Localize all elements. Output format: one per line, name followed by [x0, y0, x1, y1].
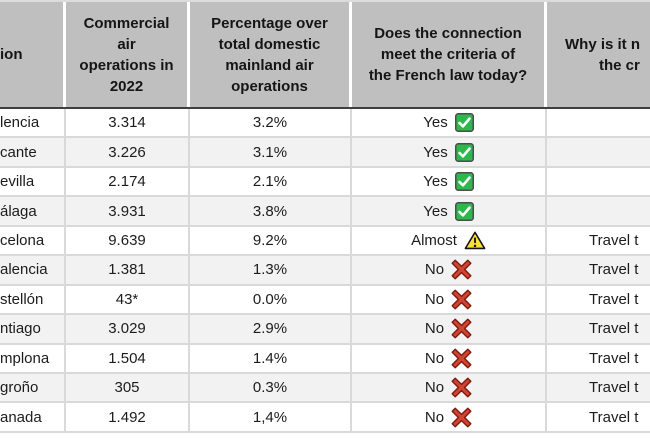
warning-icon	[464, 231, 486, 250]
cell-connection: ntiago	[0, 315, 66, 343]
cell-criteria: No	[352, 256, 547, 284]
header-operations: Commercial air operations in 2022	[66, 2, 190, 107]
cell-why: Travel t	[589, 408, 639, 426]
cell-operations: 43*	[66, 285, 190, 314]
cell-why	[547, 138, 650, 165]
table-body: lencia 3.314 3.2% Yes cante 3.226 3.1% Yes evill…	[0, 109, 650, 433]
cell-why	[547, 197, 650, 224]
criteria-label: No	[424, 290, 445, 308]
criteria-label: Yes	[423, 173, 448, 191]
cell-connection: alencia	[0, 256, 66, 284]
table-row: ntiago 3.029 2.9% No Travel t	[0, 315, 650, 345]
criteria-label: No	[424, 379, 445, 397]
cell-criteria: Yes	[352, 167, 547, 196]
table-row: lencia 3.314 3.2% Yes	[0, 109, 650, 139]
check-icon	[454, 172, 474, 192]
cross-icon	[451, 318, 472, 339]
cell-why	[547, 168, 650, 195]
header-why-line2: the cr	[599, 56, 640, 74]
cell-percentage: 1.4%	[190, 344, 352, 372]
cell-criteria: No	[352, 315, 547, 343]
criteria-label: Yes	[423, 202, 448, 220]
cross-icon	[451, 348, 472, 369]
cell-percentage: 1.3%	[190, 256, 352, 284]
cell-connection: álaga	[0, 197, 66, 225]
cell-connection: stellón	[0, 285, 66, 314]
header-percentage: Percentage over total domestic mainland …	[190, 2, 352, 107]
cell-why: Travel t	[589, 320, 639, 338]
cell-operations: 3.226	[66, 138, 190, 166]
cell-operations: 9.639	[66, 226, 190, 255]
cell-operations: 3.029	[66, 315, 190, 343]
table-row: mplona 1.504 1.4% No Travel t	[0, 344, 650, 374]
cell-criteria: Almost	[352, 226, 547, 255]
cell-criteria: Yes	[352, 197, 547, 225]
cross-icon	[451, 289, 472, 310]
cell-percentage: 2.1%	[190, 167, 352, 196]
cell-criteria: No	[352, 403, 547, 431]
header-connection: ion	[0, 2, 66, 107]
cell-connection: anada	[0, 403, 66, 431]
table-row: anada 1.492 1,4% No Travel t	[0, 403, 650, 433]
criteria-label: Almost	[411, 231, 457, 249]
check-icon	[454, 113, 474, 133]
cell-operations: 1.381	[66, 256, 190, 284]
table-row: evilla 2.174 2.1% Yes	[0, 167, 650, 198]
header-why: Why is it n the cr	[547, 2, 650, 107]
cell-operations: 2.174	[66, 167, 190, 196]
header-criteria: Does the connection meet the criteria of…	[352, 2, 547, 107]
cell-connection: evilla	[0, 167, 66, 196]
criteria-label: No	[424, 349, 445, 367]
header-row: ion Commercial air operations in 2022 Pe…	[0, 0, 650, 109]
check-icon	[454, 201, 474, 221]
table-row: alencia 1.381 1.3% No Travel t	[0, 256, 650, 286]
cell-why: Travel t	[589, 290, 639, 308]
connections-table: ion Commercial air operations in 2022 Pe…	[0, 0, 650, 433]
criteria-label: No	[424, 261, 445, 279]
cell-percentage: 3.8%	[190, 197, 352, 225]
cell-connection: cante	[0, 138, 66, 166]
cross-icon	[451, 377, 472, 398]
cell-operations: 305	[66, 373, 190, 402]
cross-icon	[451, 407, 472, 428]
cell-connection: lencia	[0, 109, 66, 137]
cell-why: Travel t	[589, 379, 639, 397]
cell-criteria: Yes	[352, 109, 547, 137]
cell-operations: 3.314	[66, 109, 190, 137]
criteria-label: Yes	[423, 143, 448, 161]
cell-operations: 1.504	[66, 344, 190, 372]
cell-percentage: 2.9%	[190, 315, 352, 343]
cell-percentage: 3.1%	[190, 138, 352, 166]
cell-criteria: No	[352, 285, 547, 314]
cell-percentage: 9.2%	[190, 226, 352, 255]
cell-connection: mplona	[0, 344, 66, 372]
cell-why	[547, 109, 650, 136]
cross-icon	[451, 259, 472, 280]
table-row: groño 305 0.3% No Travel t	[0, 373, 650, 404]
table-row: cante 3.226 3.1% Yes	[0, 138, 650, 168]
cell-criteria: Yes	[352, 138, 547, 166]
table-row: celona 9.639 9.2% Almost Travel t	[0, 226, 650, 257]
cell-percentage: 1,4%	[190, 403, 352, 431]
cell-why: Travel t	[589, 231, 639, 249]
cell-operations: 1.492	[66, 403, 190, 431]
table-row: álaga 3.931 3.8% Yes	[0, 197, 650, 227]
table-row: stellón 43* 0.0% No Travel t	[0, 285, 650, 316]
header-why-line1: Why is it n	[565, 35, 640, 53]
cell-criteria: No	[352, 373, 547, 402]
cell-why: Travel t	[589, 349, 639, 367]
cell-why: Travel t	[589, 261, 639, 279]
criteria-label: Yes	[423, 114, 448, 132]
cell-operations: 3.931	[66, 197, 190, 225]
cell-criteria: No	[352, 344, 547, 372]
check-icon	[454, 142, 474, 162]
cell-connection: groño	[0, 373, 66, 402]
criteria-label: No	[424, 320, 445, 338]
cell-percentage: 0.3%	[190, 373, 352, 402]
cell-percentage: 0.0%	[190, 285, 352, 314]
cell-percentage: 3.2%	[190, 109, 352, 137]
cell-connection: celona	[0, 226, 66, 255]
criteria-label: No	[424, 408, 445, 426]
